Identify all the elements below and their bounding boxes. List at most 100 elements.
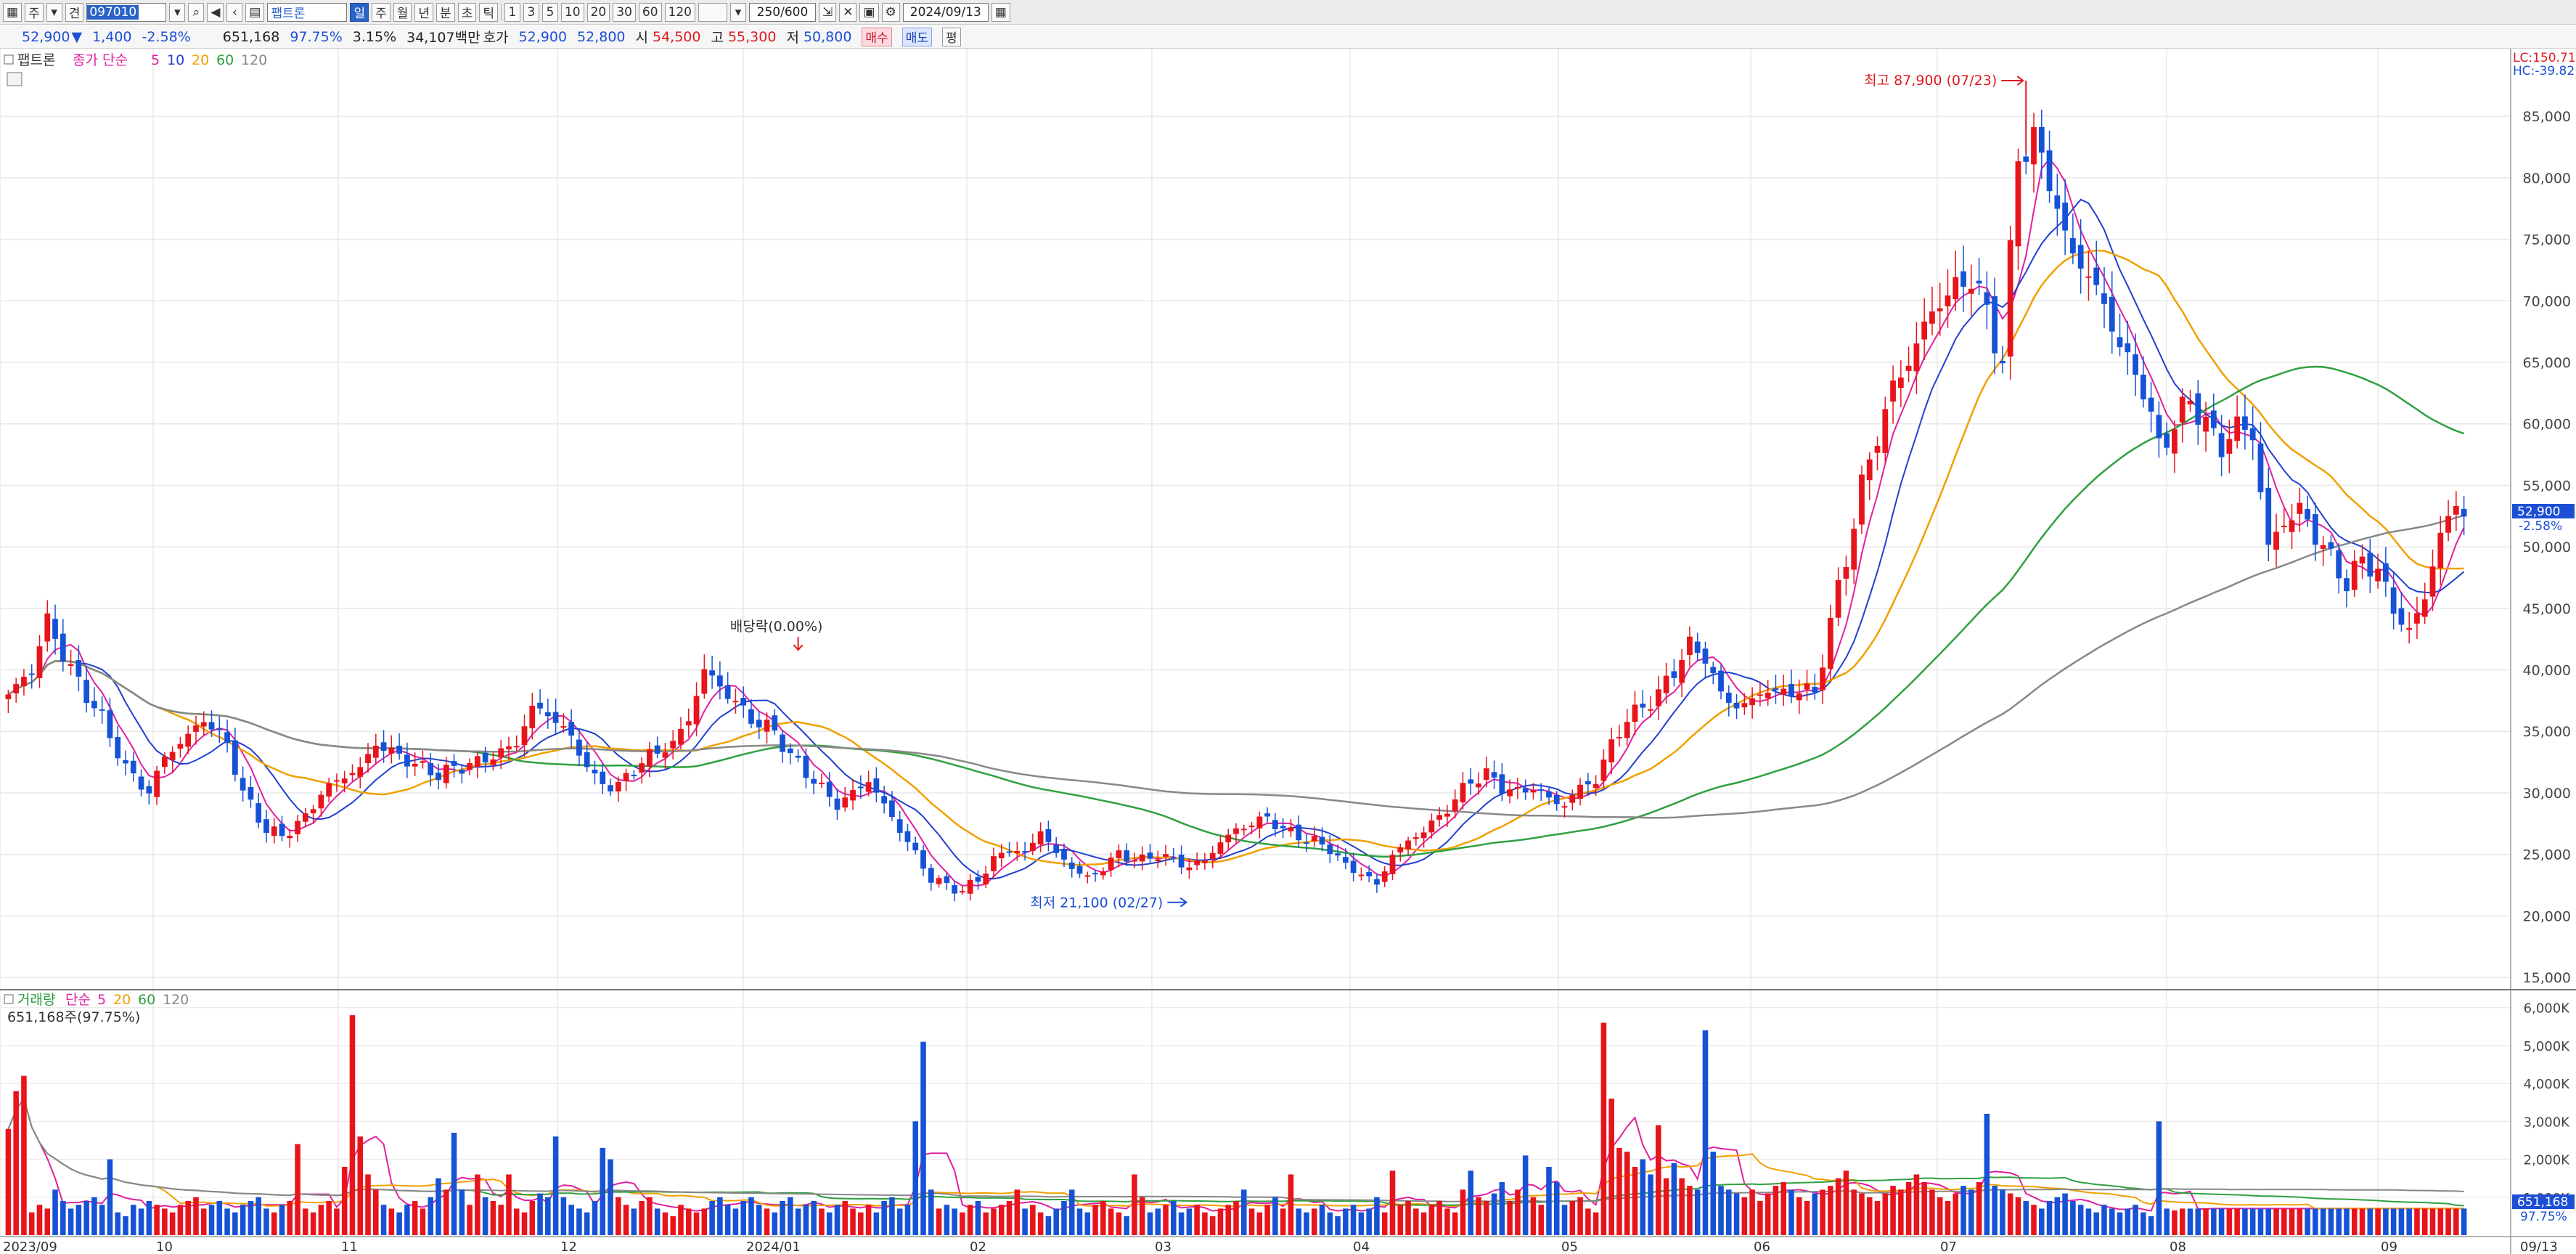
volume-bar <box>1890 1186 1896 1235</box>
interval-10[interactable]: 10 <box>560 2 584 22</box>
legend-toggle-icon[interactable] <box>4 54 14 65</box>
volume-bar <box>2226 1208 2233 1235</box>
period-month[interactable]: 월 <box>393 2 412 22</box>
candle-body <box>1913 343 1920 372</box>
candle-body <box>967 879 973 894</box>
candle-body <box>404 754 410 767</box>
candle-body <box>1374 879 1380 885</box>
candle-body <box>2429 566 2436 597</box>
volume-bar <box>1428 1205 1435 1235</box>
candle-body <box>772 715 778 730</box>
candle-body <box>2077 245 2084 269</box>
prev-icon[interactable]: ‹ <box>226 2 243 22</box>
volume-legend-toggle-icon[interactable] <box>4 994 14 1004</box>
candle-body <box>936 878 942 884</box>
volume-bar <box>2305 1208 2310 1235</box>
interval-5[interactable]: 5 <box>541 2 558 22</box>
candle-body <box>1538 789 1545 791</box>
chart-settings-icon[interactable] <box>7 72 23 86</box>
search-icon[interactable]: ⌕ <box>188 2 205 22</box>
volume-bar <box>850 1208 856 1235</box>
custom-interval-dropdown-icon[interactable]: ▾ <box>729 2 746 22</box>
candle-body <box>685 721 692 725</box>
period-minute[interactable]: 분 <box>436 2 455 22</box>
volume-bar <box>1311 1208 1317 1235</box>
interval-30[interactable]: 30 <box>613 2 636 22</box>
period-week[interactable]: 주 <box>372 2 391 22</box>
interval-120[interactable]: 120 <box>664 2 695 22</box>
period-year[interactable]: 년 <box>414 2 434 22</box>
zoom-icon[interactable]: ⇲ <box>818 2 837 22</box>
volume-summary: 651,168주(97.75%) <box>7 1009 140 1025</box>
settings-icon[interactable]: ⚙ <box>881 2 900 22</box>
volume-bar <box>1851 1189 1857 1235</box>
time-tick-label: 2023/09 <box>3 1239 57 1254</box>
stock-type-icon[interactable]: ▤ <box>245 2 265 22</box>
interval-60[interactable]: 60 <box>638 2 662 22</box>
volume-bar <box>482 1197 488 1235</box>
candle-body <box>1984 292 1990 305</box>
volume-bar <box>115 1212 121 1235</box>
crosshair-icon[interactable]: ✕ <box>839 2 857 22</box>
volume-bar <box>1820 1189 1825 1235</box>
candle-body <box>2242 416 2248 430</box>
candle-body <box>21 676 27 687</box>
candle-body <box>2249 428 2256 441</box>
candle-body <box>1420 832 1427 839</box>
volume-bar <box>1084 1212 1091 1235</box>
custom-interval-field[interactable] <box>698 2 727 22</box>
stock-chart[interactable]: 15,000 20,000 25,000 30,000 35,000 40,000 45,0… <box>0 49 2576 1254</box>
volume-bar <box>2429 1208 2436 1235</box>
dropdown-icon[interactable]: ▾ <box>46 2 62 22</box>
toolbar-item-search[interactable]: 견 <box>65 2 84 22</box>
candle-body <box>2445 516 2451 533</box>
period-day[interactable]: 일 <box>350 2 369 22</box>
time-tick-label: 11 <box>341 1239 358 1254</box>
candle-body <box>1272 820 1278 829</box>
flat-button[interactable]: 평 <box>941 27 961 46</box>
period-second[interactable]: 초 <box>457 2 477 22</box>
high-price: 55,300 <box>727 28 777 45</box>
code-input[interactable]: 097010 <box>86 2 167 22</box>
candle-body <box>920 850 926 869</box>
sell-button[interactable]: 매도 <box>901 27 932 46</box>
display-count-field[interactable]: 250/600 <box>748 2 816 22</box>
speaker-icon[interactable]: ◀ <box>207 2 224 22</box>
candle-body <box>5 694 12 699</box>
date-field[interactable]: 2024/09/13 <box>902 2 989 22</box>
volume-bar <box>1178 1212 1185 1235</box>
candle-body <box>1796 693 1802 701</box>
candle-body <box>795 755 801 758</box>
volume-bar <box>1006 1201 1013 1235</box>
candle-body <box>1256 816 1263 828</box>
volume-bar <box>334 1208 340 1235</box>
interval-20[interactable]: 20 <box>586 2 610 22</box>
save-icon[interactable]: ▣ <box>859 2 879 22</box>
candle-body <box>1304 842 1309 844</box>
candle-body <box>654 745 661 754</box>
open-price: 54,500 <box>653 28 701 45</box>
candle-body <box>91 701 97 709</box>
interval-3[interactable]: 3 <box>523 2 539 22</box>
volume-bar <box>2077 1205 2084 1235</box>
candle-body <box>2437 532 2444 569</box>
volume-bar <box>318 1205 324 1235</box>
volume-bar <box>639 1201 645 1235</box>
time-tick-label: 04 <box>1353 1239 1370 1254</box>
volume-bar <box>75 1205 82 1235</box>
current-volume-marker <box>2512 1194 2575 1210</box>
stock-name-field[interactable]: 팹트론 <box>267 2 348 22</box>
code-dropdown-icon[interactable]: ▾ <box>169 2 186 22</box>
period-tick[interactable]: 틱 <box>479 2 498 22</box>
interval-1[interactable]: 1 <box>504 2 520 22</box>
candle-body <box>2336 550 2342 579</box>
toolbar-item-stock[interactable]: 주 <box>25 2 44 22</box>
volume-bar <box>498 1205 504 1235</box>
volume-bar <box>255 1197 261 1235</box>
grid-icon[interactable]: ▦ <box>3 2 23 22</box>
calendar-icon[interactable]: ▦ <box>991 2 1010 22</box>
legend-ma-60: 60 <box>216 52 234 68</box>
buy-button[interactable]: 매수 <box>862 27 892 46</box>
candle-body <box>459 770 465 774</box>
volume-bar <box>1953 1193 1959 1235</box>
